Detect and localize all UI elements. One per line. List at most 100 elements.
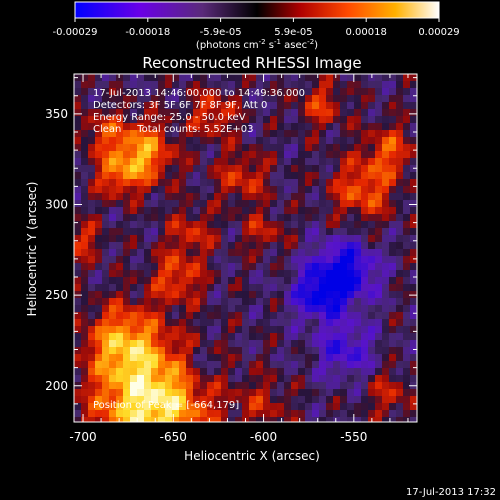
heatmap-cell xyxy=(116,256,123,263)
heatmap-cell xyxy=(410,333,417,340)
heatmap-cell xyxy=(403,95,410,102)
heatmap-cell xyxy=(305,158,312,165)
heatmap-cell xyxy=(193,389,200,396)
heatmap-cell xyxy=(298,410,305,417)
heatmap-cell xyxy=(403,375,410,382)
heatmap-cell xyxy=(396,291,403,298)
heatmap-cell xyxy=(221,116,228,123)
heatmap-cell xyxy=(200,186,207,193)
heatmap-cell xyxy=(403,389,410,396)
heatmap-cell xyxy=(347,263,354,270)
heatmap-cell xyxy=(74,326,81,333)
heatmap-cell xyxy=(116,319,123,326)
x-tick-label: -650 xyxy=(160,430,187,444)
heatmap-cell xyxy=(375,193,382,200)
heatmap-cell xyxy=(165,396,172,403)
heatmap-cell xyxy=(347,291,354,298)
heatmap-cell xyxy=(214,179,221,186)
heatmap-cell xyxy=(214,193,221,200)
heatmap-cell xyxy=(291,200,298,207)
heatmap-cell xyxy=(158,256,165,263)
heatmap-cell xyxy=(95,410,102,417)
x-axis-label: Heliocentric X (arcsec) xyxy=(184,449,320,463)
heatmap-cell xyxy=(207,193,214,200)
heatmap-cell xyxy=(116,389,123,396)
heatmap-cell xyxy=(389,396,396,403)
heatmap-cell xyxy=(116,109,123,116)
heatmap-cell xyxy=(130,144,137,151)
heatmap-cell xyxy=(158,396,165,403)
heatmap-cell xyxy=(375,312,382,319)
heatmap-cell xyxy=(200,263,207,270)
heatmap-cell xyxy=(109,179,116,186)
heatmap-cell xyxy=(158,235,165,242)
heatmap-cell xyxy=(382,130,389,137)
heatmap-cell xyxy=(298,340,305,347)
heatmap-cell xyxy=(130,249,137,256)
heatmap-cell xyxy=(284,144,291,151)
heatmap-cell xyxy=(172,361,179,368)
heatmap-cell xyxy=(172,214,179,221)
heatmap-cell xyxy=(95,291,102,298)
heatmap-cell xyxy=(172,291,179,298)
heatmap-cell xyxy=(361,158,368,165)
heatmap-cell xyxy=(193,333,200,340)
heatmap-cell xyxy=(130,277,137,284)
heatmap-cell xyxy=(396,186,403,193)
heatmap-cell xyxy=(179,347,186,354)
heatmap-cell xyxy=(123,137,130,144)
heatmap-cell xyxy=(389,319,396,326)
heatmap-cell xyxy=(165,256,172,263)
heatmap-cell xyxy=(361,375,368,382)
heatmap-cell xyxy=(130,340,137,347)
heatmap-cell xyxy=(319,284,326,291)
heatmap-cell xyxy=(319,214,326,221)
heatmap-cell xyxy=(347,137,354,144)
heatmap-cell xyxy=(165,312,172,319)
annotation-detectors: Detectors: 3F 5F 6F 7F 8F 9F, Att 0 xyxy=(93,100,267,111)
heatmap-cell xyxy=(305,88,312,95)
heatmap-cell xyxy=(228,340,235,347)
heatmap-cell xyxy=(361,249,368,256)
heatmap-cell xyxy=(109,417,116,422)
heatmap-cell xyxy=(74,389,81,396)
heatmap-cell xyxy=(382,228,389,235)
heatmap-cell xyxy=(81,109,88,116)
heatmap-cell xyxy=(179,88,186,95)
heatmap-cell xyxy=(158,291,165,298)
heatmap-cell xyxy=(277,326,284,333)
heatmap-cell xyxy=(326,354,333,361)
heatmap-cell xyxy=(137,144,144,151)
heatmap-cell xyxy=(312,291,319,298)
heatmap-cell xyxy=(319,74,326,81)
heatmap-cell xyxy=(263,207,270,214)
heatmap-cell xyxy=(130,130,137,137)
heatmap-cell xyxy=(410,312,417,319)
heatmap-cell xyxy=(137,228,144,235)
heatmap-cell xyxy=(214,221,221,228)
heatmap-cell xyxy=(312,326,319,333)
heatmap-cell xyxy=(228,109,235,116)
heatmap-cell xyxy=(123,193,130,200)
heatmap-cell xyxy=(361,298,368,305)
heatmap-cell xyxy=(277,368,284,375)
heatmap-cell xyxy=(81,116,88,123)
heatmap-cell xyxy=(102,389,109,396)
heatmap-cell xyxy=(270,235,277,242)
heatmap-cell xyxy=(284,214,291,221)
heatmap-cell xyxy=(347,179,354,186)
heatmap-cell xyxy=(186,235,193,242)
heatmap-cell xyxy=(368,116,375,123)
heatmap-cell xyxy=(207,340,214,347)
heatmap-cell xyxy=(375,158,382,165)
heatmap-cell xyxy=(151,158,158,165)
heatmap-cell xyxy=(291,102,298,109)
heatmap-cell xyxy=(144,347,151,354)
heatmap-cell xyxy=(207,305,214,312)
heatmap-cell xyxy=(277,186,284,193)
heatmap-cell xyxy=(389,382,396,389)
heatmap-cell xyxy=(375,361,382,368)
heatmap-cell xyxy=(116,361,123,368)
heatmap-cell xyxy=(410,368,417,375)
heatmap-cell xyxy=(235,361,242,368)
